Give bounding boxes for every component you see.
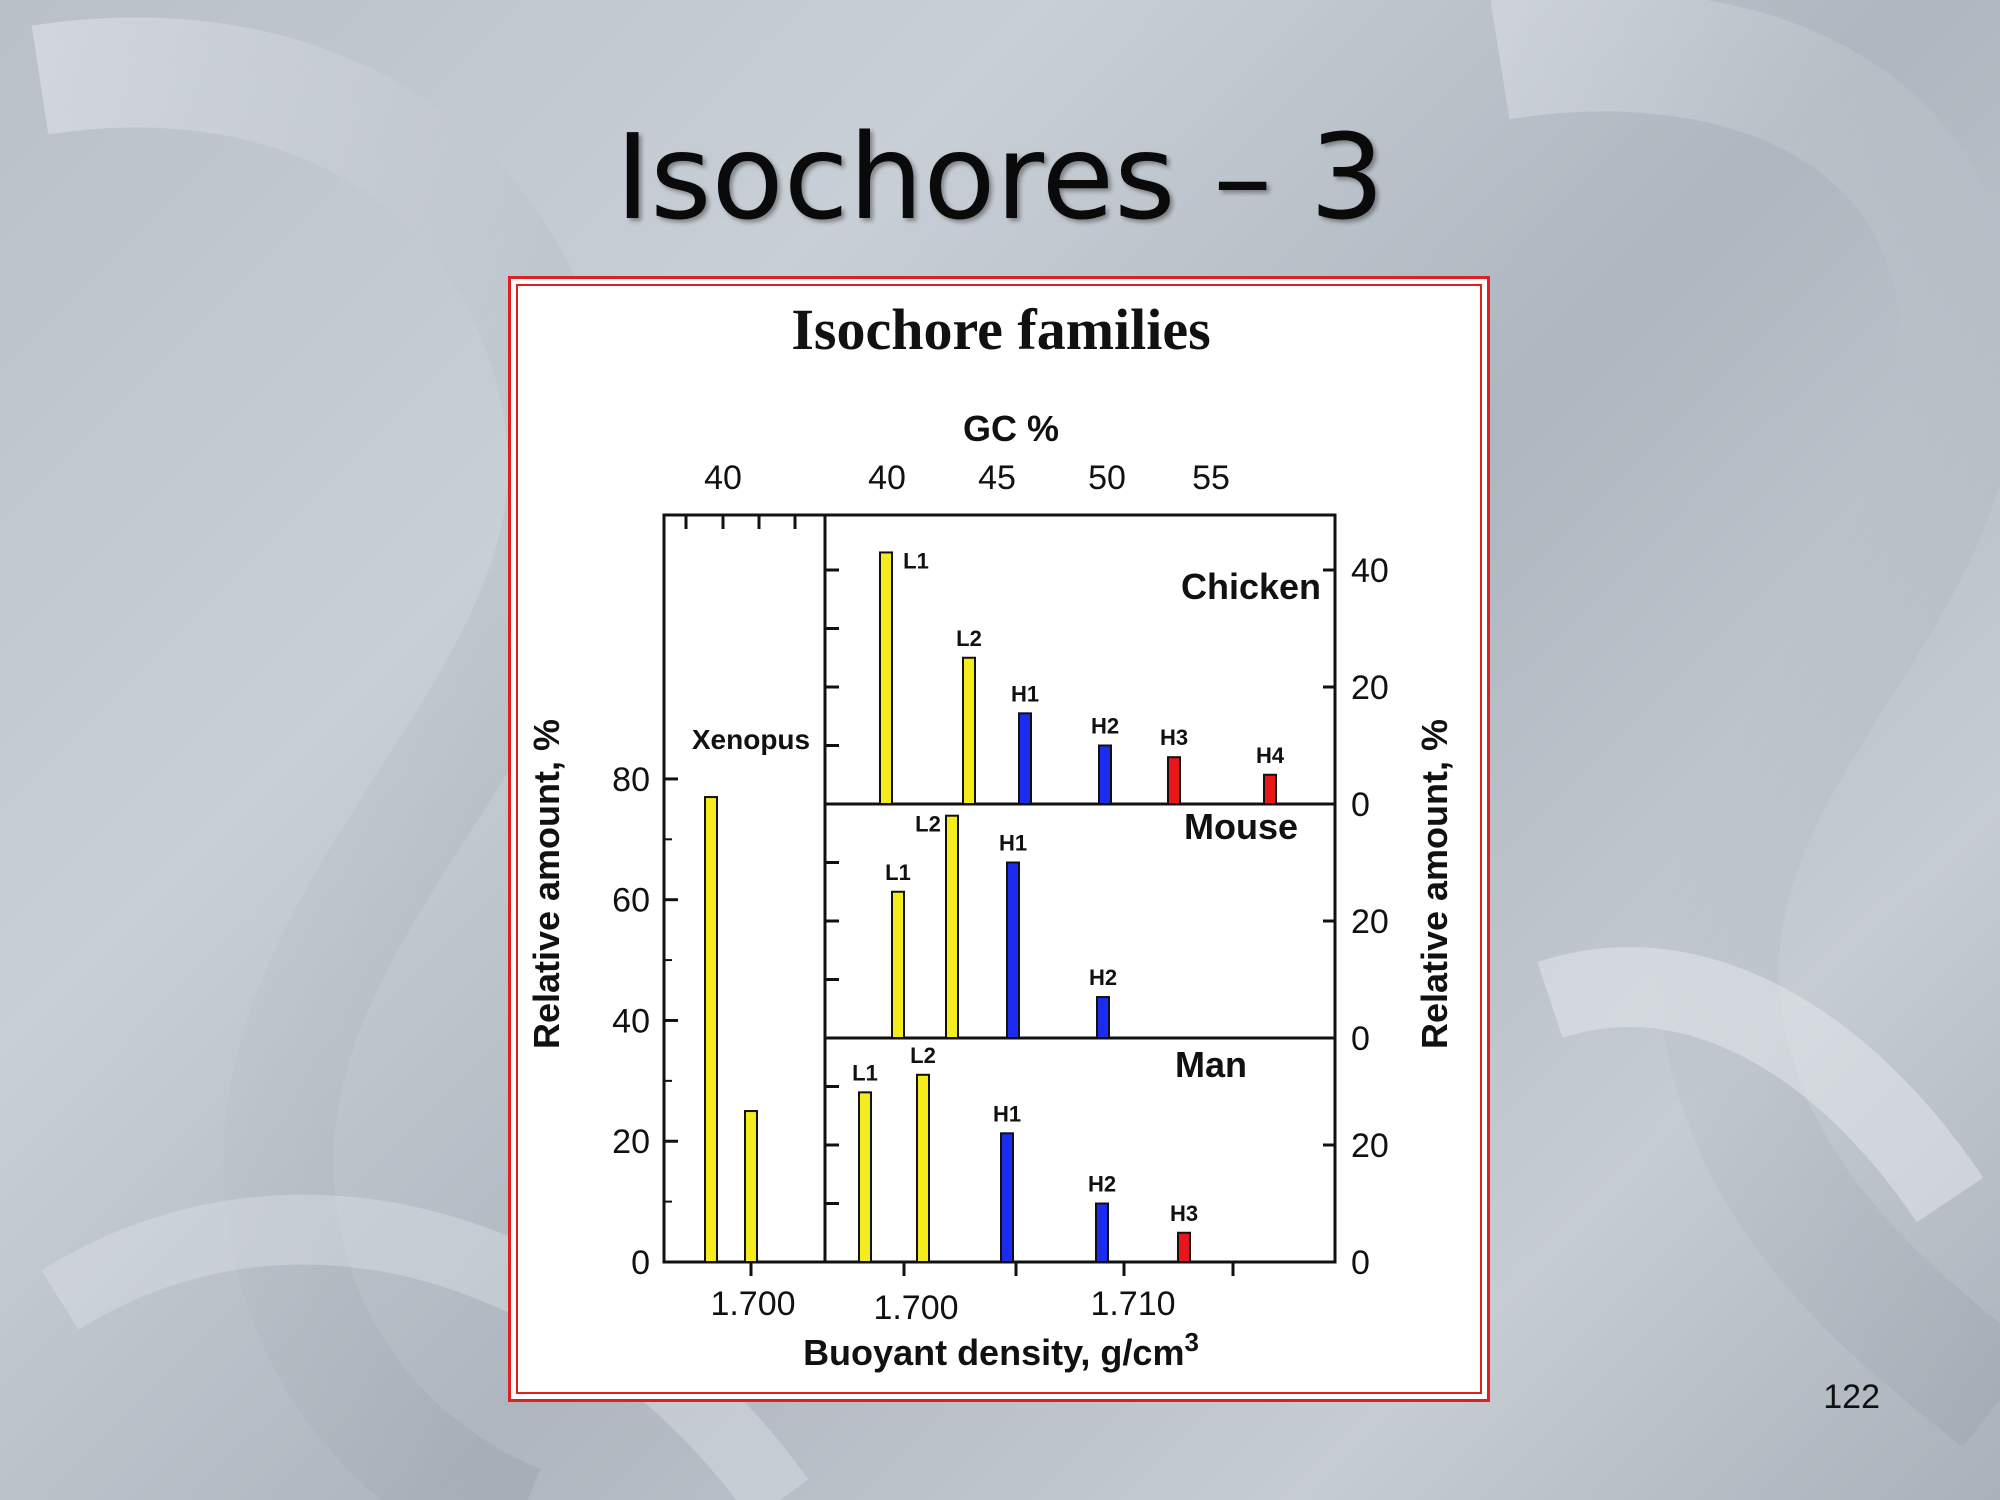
y-tick-label: 0 xyxy=(1351,1020,1370,1058)
bar-l1 xyxy=(879,551,893,806)
bar-l2 xyxy=(962,656,976,805)
bar-xenopus xyxy=(704,796,718,1263)
y-tick-label: 40 xyxy=(612,1002,650,1040)
y-tick-label: 40 xyxy=(1351,552,1389,590)
bar-xenopus xyxy=(744,1110,758,1264)
bar-l2 xyxy=(945,814,959,1040)
bar-label: L1 xyxy=(852,1060,878,1085)
x-tick-label: 1.700 xyxy=(873,1289,958,1327)
bar-label: H1 xyxy=(993,1101,1021,1126)
y-tick-label: 80 xyxy=(612,761,650,799)
bar-l2 xyxy=(916,1073,930,1263)
bar-l1 xyxy=(858,1091,872,1263)
bar-h4 xyxy=(1263,773,1277,805)
gc-tick-label: 45 xyxy=(978,459,1016,497)
bar-h1 xyxy=(1000,1132,1014,1263)
bar-label: L1 xyxy=(903,548,929,573)
chart-title: Isochore families xyxy=(791,297,1210,362)
gc-tick-label: 50 xyxy=(1088,459,1126,497)
gc-tick-label: 40 xyxy=(704,459,742,497)
mammal-panel-frame xyxy=(823,513,1337,1264)
isochore-chart: Isochore families GC % Buoyant density, g/… xyxy=(526,297,1455,1373)
bar-label: H1 xyxy=(1011,681,1039,706)
bar-label: H3 xyxy=(1160,725,1188,750)
bar-label: L2 xyxy=(910,1043,936,1068)
x-tick-label: 1.700 xyxy=(710,1285,795,1323)
y-tick-label: 20 xyxy=(1351,1127,1389,1165)
bar-label: H3 xyxy=(1170,1201,1198,1226)
bar-label: H2 xyxy=(1089,965,1117,990)
y-tick-label: 0 xyxy=(1351,786,1370,824)
bar-label: H4 xyxy=(1256,743,1285,768)
y-tick-label: 20 xyxy=(1351,903,1389,941)
slide-title: Isochores – 3 xyxy=(615,108,1385,246)
bar-l1 xyxy=(891,890,905,1039)
bar-label: L2 xyxy=(915,812,941,837)
density-axis-label: Buoyant density, g/cm3 xyxy=(803,1327,1199,1373)
page-number: 122 xyxy=(1823,1378,1880,1416)
bar-h3 xyxy=(1167,756,1181,806)
bar-label: L2 xyxy=(956,626,982,651)
bar-h1 xyxy=(1018,712,1032,806)
chart-figure: Isochore families GC % Buoyant density, g/… xyxy=(508,276,1490,1402)
bar-label: H2 xyxy=(1088,1172,1116,1197)
xenopus-label: Xenopus xyxy=(692,724,810,755)
species-label-mouse: Mouse xyxy=(1184,806,1298,847)
bar-label: L1 xyxy=(885,860,911,885)
bar-h1 xyxy=(1006,861,1020,1039)
gc-tick-label: 40 xyxy=(868,459,906,497)
bar-label: H1 xyxy=(999,831,1027,856)
bar-label: H2 xyxy=(1091,714,1119,739)
species-label-chicken: Chicken xyxy=(1181,566,1321,607)
y-tick-label: 0 xyxy=(1351,1244,1370,1282)
y-tick-label: 20 xyxy=(1351,669,1389,707)
left-axis-label: Relative amount, % xyxy=(526,719,567,1049)
bar-h2 xyxy=(1095,1202,1109,1263)
bar-h2 xyxy=(1096,996,1110,1039)
figure-frame xyxy=(516,284,1482,1394)
bar-h2 xyxy=(1098,744,1112,805)
species-label-man: Man xyxy=(1175,1044,1247,1085)
gc-tick-label: 55 xyxy=(1192,459,1230,497)
right-axis-label: Relative amount, % xyxy=(1414,719,1455,1049)
bar-h3 xyxy=(1177,1231,1191,1263)
x-tick-label: 1.710 xyxy=(1090,1285,1175,1323)
y-tick-label: 0 xyxy=(631,1244,650,1282)
y-tick-label: 20 xyxy=(612,1123,650,1161)
y-tick-label: 60 xyxy=(612,882,650,920)
gc-axis-label: GC % xyxy=(963,408,1059,449)
